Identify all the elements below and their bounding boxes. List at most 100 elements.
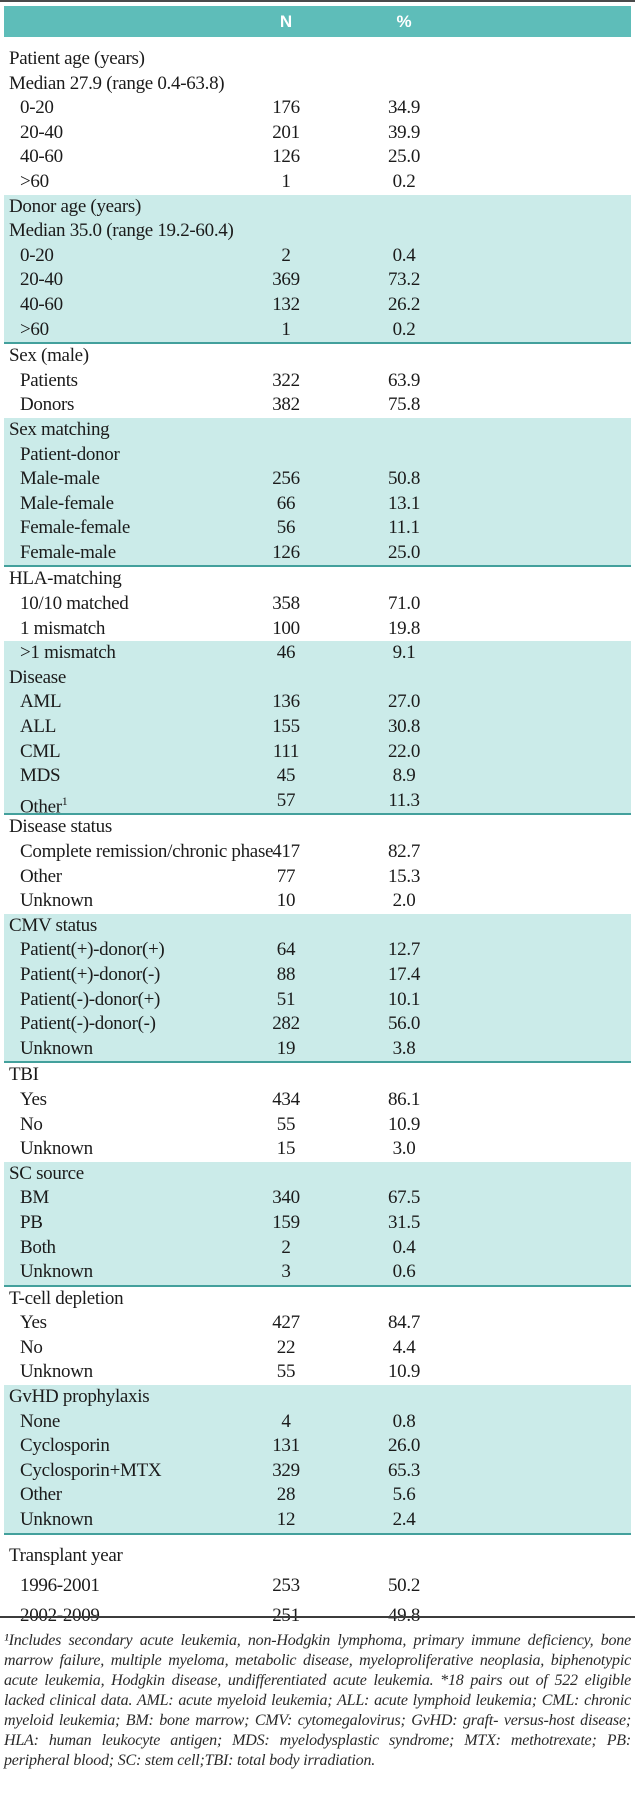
table-row: Patient(-)-donor(-) 282 56.0 <box>4 1012 631 1037</box>
section-label: Median 27.9 (range 0.4-63.8) <box>9 72 225 94</box>
table-row: Female-male 126 25.0 <box>4 541 631 566</box>
n-value: 253 <box>272 1574 300 1596</box>
percent-value: 0.2 <box>392 170 416 192</box>
percent-value <box>339 1162 469 1187</box>
row-label: Cyclosporin+MTX <box>20 1459 162 1481</box>
percent-value <box>339 1541 469 1571</box>
n-value <box>233 815 339 840</box>
percent-value: 0.8 <box>392 1410 416 1432</box>
table-row: Cyclosporin+MTX 329 65.3 <box>4 1459 631 1484</box>
n-value: 329 <box>272 1459 300 1481</box>
row-label: No <box>20 1113 43 1135</box>
row-label: Unknown <box>20 890 93 912</box>
percent-value <box>339 567 469 592</box>
n-value: 176 <box>272 97 300 119</box>
n-value: 159 <box>272 1211 300 1233</box>
percent-value: 0.4 <box>392 244 416 266</box>
section-header-row: Median 35.0 (range 19.2-60.4) <box>4 219 631 244</box>
n-value: 136 <box>272 691 300 713</box>
percent-value: 10.1 <box>387 988 421 1010</box>
row-label: Cyclosporin <box>20 1435 110 1457</box>
table-row: Unknown 3 0.6 <box>4 1260 631 1285</box>
row-label: Patient(-)-donor(+) <box>20 988 161 1010</box>
section-label: Patient-donor <box>20 443 120 465</box>
table-section: GvHD prophylaxis None 4 0.8 Cyclosporin 131 26… <box>4 1385 631 1535</box>
section-header-row: Median 27.9 (range 0.4-63.8) <box>4 72 631 97</box>
table-row: AML 136 27.0 <box>4 690 631 715</box>
section-label: Donor age (years) <box>9 195 142 217</box>
percent-value: 10.9 <box>387 1113 421 1135</box>
row-label: Patients <box>20 369 78 391</box>
table-row: Patients 322 63.9 <box>4 369 631 394</box>
n-value: 417 <box>272 841 300 862</box>
n-value: 132 <box>272 293 300 315</box>
n-value <box>233 195 339 220</box>
percent-value: 0.6 <box>392 1261 416 1283</box>
percent-value <box>339 1063 469 1088</box>
n-value: 22 <box>276 1336 296 1358</box>
section-label: GvHD prophylaxis <box>9 1386 150 1408</box>
row-label: None <box>20 1410 60 1432</box>
n-value: 256 <box>272 468 300 490</box>
percent-value: 31.5 <box>387 1211 421 1233</box>
row-label: 0-20 <box>20 97 54 119</box>
table-section: Sex (male) Patients 322 63.9 Donors 382 75.8 <box>4 344 631 418</box>
n-value <box>233 1287 339 1312</box>
table-row: Unknown 10 2.0 <box>4 889 631 914</box>
percent-value: 17.4 <box>387 963 421 985</box>
n-value: 46 <box>276 642 296 664</box>
table-row: Yes 434 86.1 <box>4 1088 631 1113</box>
table-row: Other 77 15.3 <box>4 865 631 890</box>
section-header-row: SC source <box>4 1162 631 1187</box>
n-value: 1 <box>281 170 291 192</box>
percent-value: 49.8 <box>387 1604 421 1626</box>
percent-value: 22.0 <box>387 740 421 762</box>
percent-value <box>339 219 469 244</box>
table-row: BM 340 67.5 <box>4 1186 631 1211</box>
percent-value <box>339 666 469 691</box>
table-row: 40-60 132 26.2 <box>4 293 631 318</box>
row-label: 1996-2001 <box>20 1574 100 1596</box>
table-row: No 55 10.9 <box>4 1113 631 1138</box>
row-label: >60 <box>20 318 49 340</box>
percent-value: 3.8 <box>392 1037 416 1059</box>
row-label: 20-40 <box>20 269 63 291</box>
row-label: MDS <box>20 765 61 787</box>
percent-value <box>339 815 469 840</box>
n-value: 3 <box>281 1261 291 1283</box>
percent-value: 26.2 <box>387 293 421 315</box>
percent-value: 75.8 <box>387 394 421 416</box>
section-header-row: Disease <box>4 666 631 691</box>
row-label: Female-female <box>20 517 131 539</box>
n-value: 15 <box>276 1138 296 1160</box>
row-label: Patient(+)-donor(-) <box>20 963 161 985</box>
table-section: Transplant year 1996-2001 253 50.2 2002-2009… <box>4 1535 631 1631</box>
row-label: Both <box>20 1236 56 1258</box>
row-label: BM <box>20 1187 49 1209</box>
table-row: 20-40 201 39.9 <box>4 121 631 146</box>
n-value <box>233 47 339 72</box>
n-value <box>233 219 339 244</box>
section-header-row: Sex (male) <box>4 344 631 369</box>
row-label: >1 mismatch <box>20 642 116 664</box>
percent-value: 67.5 <box>387 1187 421 1209</box>
percent-value <box>339 418 469 443</box>
percent-value: 26.0 <box>387 1435 421 1457</box>
percent-value: 19.8 <box>387 617 421 639</box>
section-header-row: HLA-matching <box>4 567 631 592</box>
percent-value: 8.9 <box>392 765 416 787</box>
percent-value: 25.0 <box>387 541 421 563</box>
table-row: Other1 57 11.3 <box>4 789 631 817</box>
n-value <box>233 344 339 369</box>
table-row: 40-60 126 25.0 <box>4 145 631 170</box>
percent-value <box>339 1385 469 1410</box>
n-value: 434 <box>272 1088 300 1110</box>
percent-value <box>339 47 469 72</box>
row-label: 2002-2009 <box>20 1604 100 1626</box>
percent-value: 5.6 <box>392 1484 416 1506</box>
table-section: T-cell depletion Yes 427 84.7 No 22 4.4 Unknown… <box>4 1287 631 1385</box>
percent-value: 0.2 <box>392 318 416 340</box>
n-value: 251 <box>272 1604 300 1626</box>
n-value: 322 <box>272 369 300 391</box>
